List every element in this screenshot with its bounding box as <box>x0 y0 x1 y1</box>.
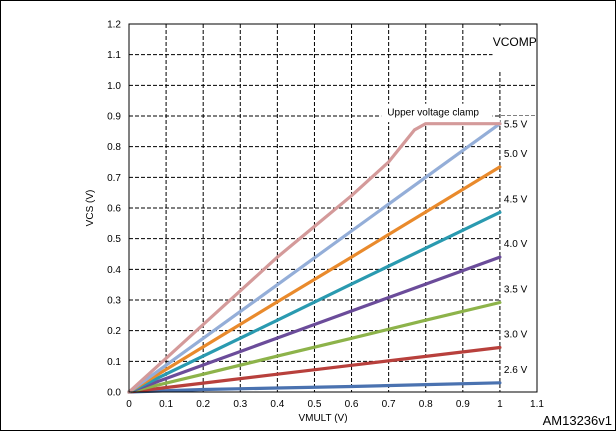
series-label: 5.5 V <box>504 120 528 131</box>
y-tick-label: 0.7 <box>107 173 121 184</box>
y-tick-label: 1.0 <box>107 81 121 92</box>
y-tick-label: 0.5 <box>107 234 121 245</box>
figure-id-label: AM13236v1 <box>543 413 612 428</box>
y-tick-label: 0.2 <box>107 326 121 337</box>
x-tick-label: 1.1 <box>530 399 544 410</box>
clamp-label-panel <box>381 103 493 123</box>
x-tick-label: 1 <box>497 399 503 410</box>
y-tick-label: 0.9 <box>107 112 121 123</box>
series-label: 5.0 V <box>504 149 528 160</box>
vcomp-label: VCOMP <box>493 35 537 49</box>
upper-voltage-clamp-label: Upper voltage clamp <box>387 107 479 118</box>
series-line <box>127 381 502 394</box>
series-line <box>127 345 502 394</box>
x-tick-label: 0.9 <box>456 399 470 410</box>
plot-border <box>128 23 538 393</box>
x-tick-label: 0.8 <box>419 399 433 410</box>
vcomp-panel <box>492 26 535 70</box>
series-label: 4.5 V <box>504 194 528 205</box>
y-tick-label: 0.8 <box>107 142 121 153</box>
series-label-panel <box>500 116 537 380</box>
x-tick-label: 0.5 <box>308 399 322 410</box>
series-line <box>127 300 502 394</box>
y-tick-label: 0.3 <box>107 296 121 307</box>
y-tick-label: 0.1 <box>107 357 121 368</box>
series-labels: 2.6 V 3.0 V 3.5 V 4.0 V 4.5 V 5.0 V 5.5 V <box>504 120 528 376</box>
x-axis-label: VMULT (V) <box>298 413 347 424</box>
x-tick-label: 0.1 <box>159 399 173 410</box>
series-label: 2.6 V <box>504 365 528 376</box>
y-tick-label: 1.2 <box>107 20 121 31</box>
series-label: 3.0 V <box>504 330 528 341</box>
series-line <box>127 165 502 394</box>
x-tick-label: 0.3 <box>233 399 247 410</box>
x-tick-label: 0.2 <box>196 399 210 410</box>
y-tick-label: 1.1 <box>107 50 121 61</box>
tick-labels: 0 0.1 0.2 0.3 0.4 0.5 0.6 0.7 0.8 0.9 1 1.1 0.0 0.1 0.… <box>107 20 544 411</box>
y-tick-label: 0.6 <box>107 204 121 215</box>
y-tick-label: 0.0 <box>107 388 121 399</box>
x-tick-label: 0.6 <box>345 399 359 410</box>
series-label: 4.0 V <box>504 239 528 250</box>
x-tick-label: 0.4 <box>270 399 284 410</box>
series-line <box>127 122 502 394</box>
series-label: 3.5 V <box>504 284 528 295</box>
y-tick-label: 0.4 <box>107 265 121 276</box>
series-line <box>127 210 502 394</box>
y-axis-label: VCS (V) <box>85 190 96 227</box>
clamp-box <box>381 26 537 380</box>
series-lines <box>127 122 502 394</box>
x-tick-label: 0 <box>126 399 132 410</box>
series-line <box>127 122 502 394</box>
x-tick-label: 0.7 <box>382 399 396 410</box>
series-line <box>127 255 502 394</box>
